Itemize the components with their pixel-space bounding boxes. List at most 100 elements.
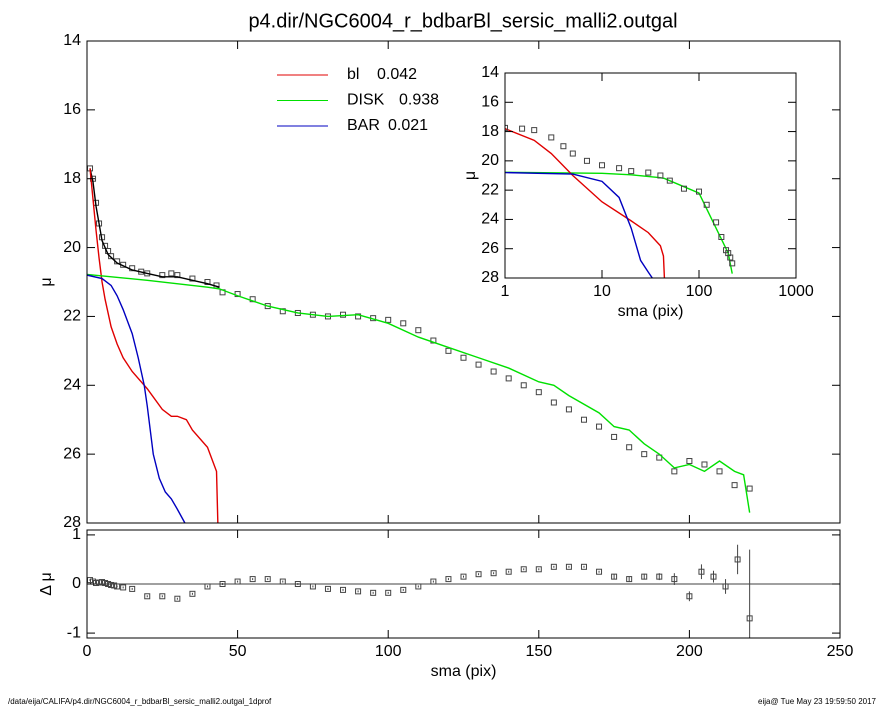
data-point xyxy=(611,573,618,580)
data-point xyxy=(703,201,710,208)
data-point xyxy=(580,563,587,570)
data-point xyxy=(560,143,567,150)
x-axis-label: sma (pix) xyxy=(618,303,684,320)
x-tick-label: 200 xyxy=(676,643,703,660)
data-point xyxy=(174,272,181,279)
legend-fraction: 0.042 xyxy=(377,66,417,83)
data-point xyxy=(519,125,526,132)
data-point xyxy=(249,296,256,303)
data-point xyxy=(102,580,109,587)
data-point xyxy=(144,593,151,600)
footer-stamp: eija@ Tue May 23 19:59:50 2017 xyxy=(758,697,877,706)
data-point xyxy=(656,573,663,580)
data-point xyxy=(219,581,226,587)
data-point xyxy=(727,254,734,261)
data-point xyxy=(611,433,618,440)
data-point xyxy=(490,368,497,375)
legend-label: BAR xyxy=(347,117,380,134)
y-tick-label: 1 xyxy=(72,526,81,543)
y-tick-label: 14 xyxy=(481,64,499,81)
data-point xyxy=(87,577,94,584)
data-point xyxy=(129,585,136,592)
data-point xyxy=(430,337,437,344)
legend-label: bl xyxy=(347,66,359,83)
data-point xyxy=(671,468,678,475)
data-point xyxy=(729,260,736,267)
data-point xyxy=(505,124,508,131)
chart-title: p4.dir/NGC6004_r_bdbarBl_sersic_malli2.o… xyxy=(248,10,677,32)
x-tick-label: 1 xyxy=(501,283,510,300)
y-tick-label: 26 xyxy=(481,240,499,257)
data-point xyxy=(626,576,633,583)
plot-frame xyxy=(504,72,797,279)
profile-line xyxy=(87,273,751,513)
data-point xyxy=(550,399,557,406)
plot-layer xyxy=(87,544,840,638)
data-point xyxy=(234,578,241,585)
profile-line xyxy=(505,171,653,278)
x-tick-label: 100 xyxy=(375,643,402,660)
data-point xyxy=(718,234,725,240)
data-point xyxy=(616,165,623,172)
data-point xyxy=(599,162,605,169)
x-tick-label: 1000 xyxy=(778,283,814,300)
data-point xyxy=(565,406,572,413)
data-point xyxy=(460,573,467,580)
data-point xyxy=(264,576,271,583)
data-point xyxy=(279,578,286,585)
data-point xyxy=(111,582,118,589)
data-point xyxy=(460,354,467,361)
data-point xyxy=(340,586,347,593)
data-point xyxy=(159,272,166,279)
data-point xyxy=(475,571,482,578)
data-point xyxy=(120,584,127,591)
data-point xyxy=(596,423,603,430)
data-point xyxy=(686,593,693,600)
y-tick-label: 28 xyxy=(63,514,81,531)
data-point xyxy=(340,311,347,318)
x-tick-label: 0 xyxy=(83,643,92,660)
y-tick-label: 24 xyxy=(481,211,499,228)
data-point xyxy=(490,570,497,577)
data-point xyxy=(249,576,256,583)
x-tick-label: 250 xyxy=(827,643,854,660)
y-tick-label: -1 xyxy=(67,624,81,641)
data-point xyxy=(548,134,555,141)
y-tick-label: 16 xyxy=(481,94,499,111)
data-point xyxy=(294,581,301,587)
data-point xyxy=(189,275,196,282)
data-point xyxy=(686,458,693,465)
data-point xyxy=(400,586,407,593)
data-point xyxy=(93,580,100,587)
x-tick-label: 10 xyxy=(593,283,611,300)
data-point xyxy=(430,578,437,585)
data-point xyxy=(159,593,166,600)
plot-frame xyxy=(86,40,841,524)
data-point xyxy=(234,291,241,298)
data-point xyxy=(279,308,286,315)
data-point xyxy=(666,177,673,184)
data-point xyxy=(168,270,175,277)
data-point xyxy=(531,127,538,134)
data-point xyxy=(696,188,702,195)
data-point xyxy=(535,389,542,396)
data-point xyxy=(400,320,407,327)
x-axis-label: sma (pix) xyxy=(431,663,497,680)
data-point xyxy=(445,576,452,583)
y-tick-label: 18 xyxy=(63,170,81,187)
data-point xyxy=(565,563,572,570)
data-point xyxy=(309,583,316,590)
data-point xyxy=(108,253,115,260)
data-point xyxy=(657,172,664,179)
data-point xyxy=(385,316,392,323)
y-tick-label: 20 xyxy=(481,152,499,169)
data-point xyxy=(114,583,121,590)
data-point xyxy=(505,375,512,382)
y-tick-label: 22 xyxy=(63,308,81,325)
data-point xyxy=(108,581,115,588)
legend-label: DISK xyxy=(347,92,385,109)
data-point xyxy=(626,444,633,451)
data-point xyxy=(99,579,106,586)
x-tick-label: 50 xyxy=(229,643,247,660)
data-point xyxy=(716,468,723,475)
